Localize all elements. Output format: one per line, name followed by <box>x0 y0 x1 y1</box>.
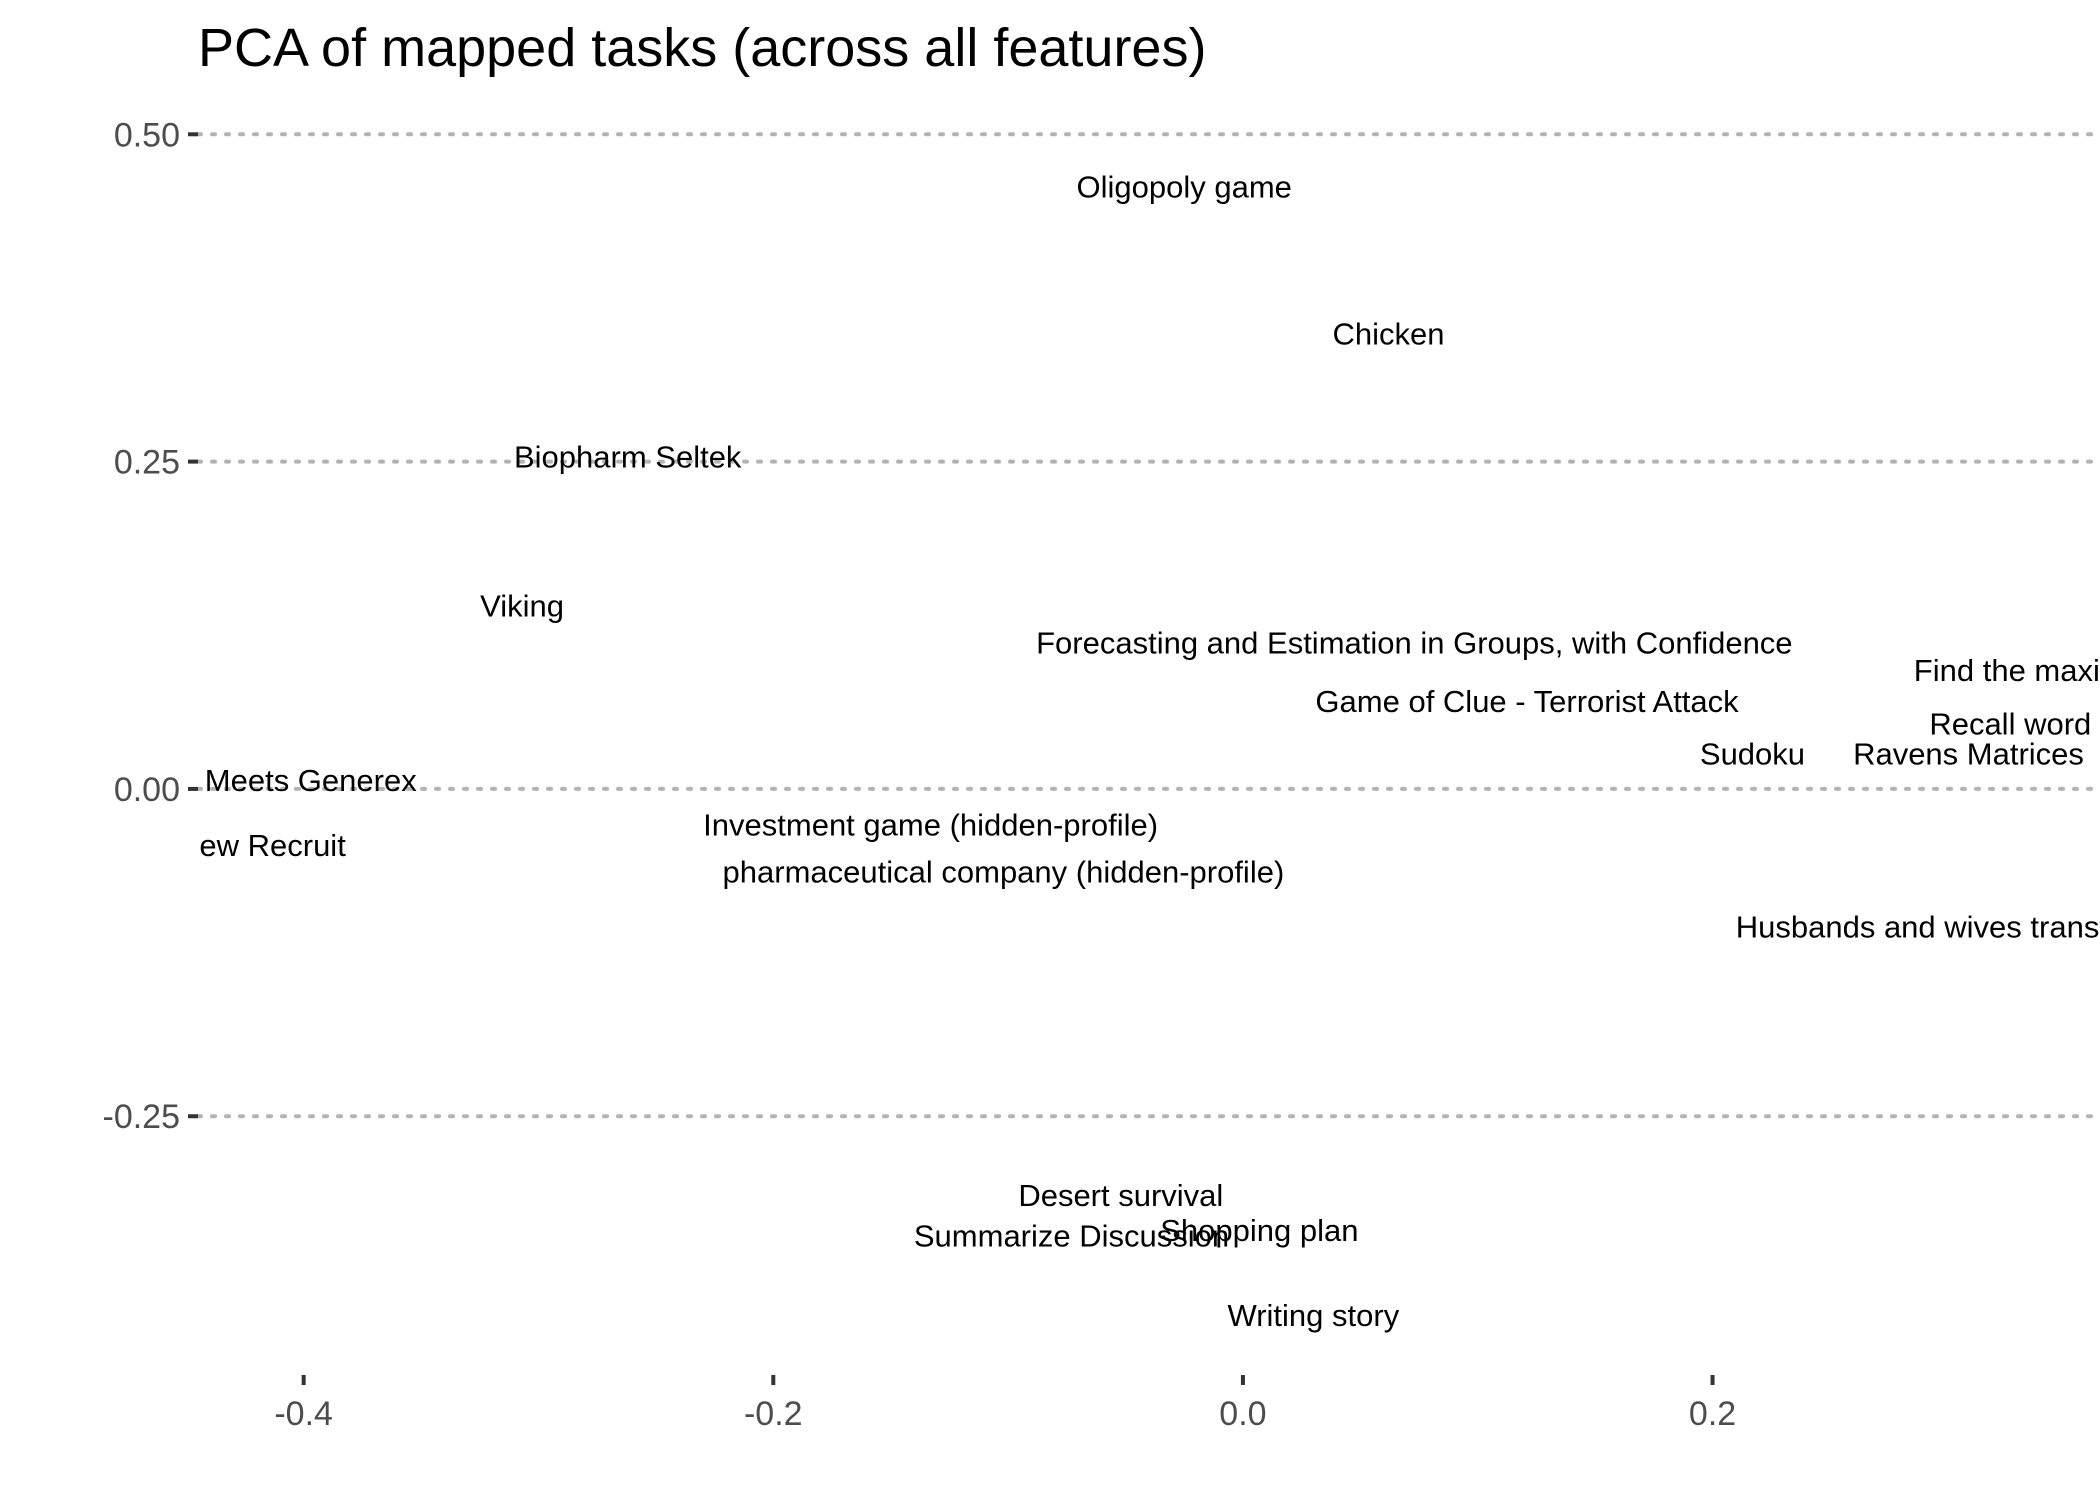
point-label: Summarize Discussion <box>914 1218 1229 1253</box>
y-tick-label: 0.50 <box>114 116 180 154</box>
point-label: Shopping plan <box>1160 1213 1358 1248</box>
point-labels: Oligopoly game Chicken Biopharm Seltek Viki… <box>50 170 2100 1334</box>
point-label: Sudoku <box>1700 737 1805 772</box>
point-label: Game of Clue - Terrorist Attack <box>1315 684 1739 719</box>
point-label: Desert survival <box>1018 1178 1223 1213</box>
point-label: Biopharm Seltek <box>514 439 742 474</box>
point-label: Find the maximum <box>1914 653 2100 688</box>
point-label: Oligopoly game <box>1077 170 1292 205</box>
plot-area: Oligopoly game Chicken Biopharm Seltek Viki… <box>50 170 2100 1334</box>
x-tick-label: -0.4 <box>274 1395 333 1433</box>
grid-lines <box>196 132 2100 1119</box>
point-label: Ravens Matrices <box>1853 737 2084 772</box>
y-tick-label: -0.25 <box>103 1098 181 1136</box>
point-label: Investment game (hidden-profile) <box>703 807 1158 842</box>
point-label: Husbands and wives transfer <box>1736 909 2100 944</box>
point-label: Energetics Meets Generex <box>50 763 418 798</box>
x-axis: -0.4 -0.2 0.0 0.2 <box>274 1375 1736 1433</box>
point-label: pharmaceutical company (hidden-profile) <box>723 854 1285 889</box>
x-tick-label: -0.2 <box>744 1395 803 1433</box>
y-axis: 0.50 0.25 0.00 -0.25 <box>103 116 198 1136</box>
x-tick-label: 0.0 <box>1219 1395 1266 1433</box>
y-tick-label: 0.25 <box>114 444 180 482</box>
chart-title: PCA of mapped tasks (across all features… <box>198 18 1206 78</box>
point-label: New Recruit <box>177 828 346 863</box>
point-label: Chicken <box>1333 316 1445 351</box>
point-label: Forecasting and Estimation in Groups, wi… <box>1036 625 1792 660</box>
point-label: Recall word lists <box>1929 706 2100 741</box>
point-label: Viking <box>480 589 564 624</box>
point-label: Writing story <box>1228 1298 1400 1333</box>
x-tick-label: 0.2 <box>1689 1395 1736 1433</box>
y-tick-label: 0.00 <box>114 771 180 809</box>
